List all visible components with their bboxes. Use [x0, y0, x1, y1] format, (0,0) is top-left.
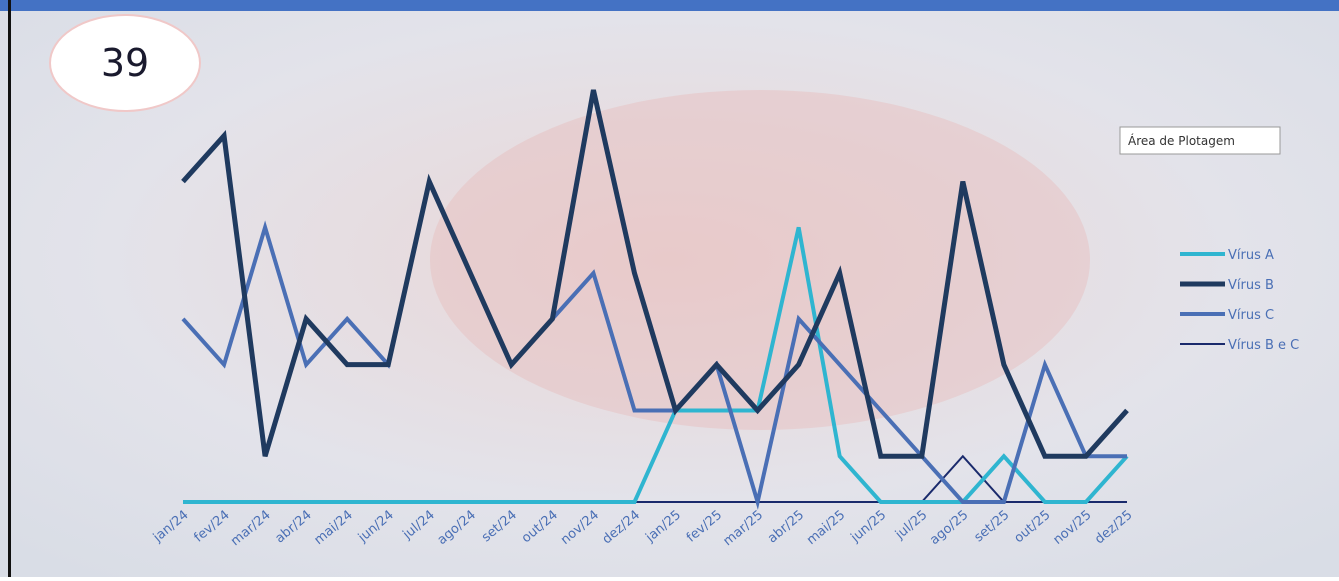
series-line [181, 175, 1127, 510]
legend-label: Vírus B [1228, 278, 1274, 293]
badge-text: 39 [101, 41, 149, 85]
legend-label: Vírus C [1228, 308, 1274, 323]
background-shape [430, 90, 1090, 430]
badge [49, 14, 201, 112]
series-line [183, 226, 1129, 504]
tooltip [1119, 126, 1281, 155]
top-bar [0, 0, 1339, 11]
legend-label: Vírus A [1228, 248, 1274, 263]
legend-label: Vírus B e C [1228, 338, 1299, 353]
left-border [8, 0, 11, 577]
series-line [181, 89, 1129, 459]
tooltip-text: Área de Plotagem [1128, 133, 1235, 148]
